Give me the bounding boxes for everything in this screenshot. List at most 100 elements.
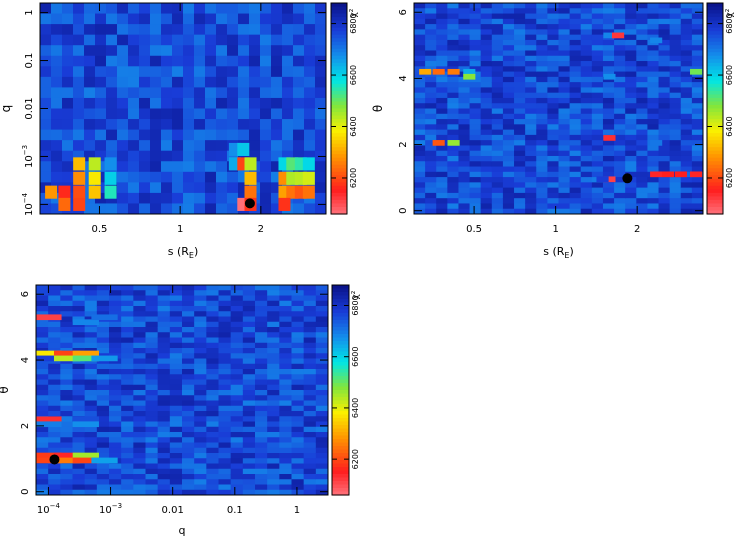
background-cell	[206, 311, 220, 318]
background-cell	[291, 400, 305, 407]
background-cell	[72, 479, 86, 486]
background-cell	[680, 203, 693, 210]
background-cell	[536, 119, 548, 125]
background-cell	[182, 311, 195, 318]
background-cell	[230, 353, 244, 360]
background-cell	[569, 161, 582, 168]
colorbar-segment	[707, 59, 723, 64]
background-cell	[558, 71, 571, 78]
background-cell	[636, 145, 649, 152]
background-cell	[121, 321, 134, 328]
background-cell	[279, 327, 293, 333]
background-cell	[580, 61, 593, 67]
background-cell	[469, 39, 482, 46]
background-cell	[691, 82, 703, 88]
background-cell	[121, 484, 134, 491]
background-cell	[447, 108, 460, 115]
background-cell	[525, 13, 537, 20]
background-cell	[580, 87, 593, 94]
background-cell	[227, 13, 239, 25]
background-cell	[133, 453, 147, 459]
heatmap-cell	[36, 355, 62, 362]
background-cell	[414, 8, 426, 15]
background-cell	[194, 306, 207, 312]
background-cell	[304, 34, 316, 46]
background-cell	[267, 395, 280, 402]
background-cell	[255, 489, 268, 495]
background-cell	[133, 332, 147, 339]
colorbar-segment	[332, 316, 349, 321]
background-cell	[238, 119, 250, 131]
background-cell	[230, 363, 244, 370]
background-cell	[569, 45, 582, 52]
background-cell	[680, 24, 693, 30]
background-cell	[84, 306, 98, 312]
background-cell	[128, 87, 140, 99]
background-cell	[161, 129, 173, 141]
background-cell	[514, 87, 526, 94]
background-cell	[480, 108, 493, 115]
background-cell	[536, 13, 548, 20]
colorbar-segment	[707, 178, 723, 183]
background-cell	[62, 140, 74, 152]
background-cell	[242, 474, 256, 480]
background-cell	[514, 82, 526, 88]
background-cell	[536, 66, 548, 73]
background-cell	[480, 124, 493, 131]
background-cell	[303, 432, 317, 438]
background-cell	[647, 192, 660, 199]
background-cell	[205, 150, 217, 162]
background-cell	[636, 198, 649, 205]
background-cell	[194, 13, 206, 25]
colorbar-segment	[331, 3, 347, 8]
background-cell	[267, 447, 280, 454]
background-cell	[591, 103, 604, 110]
background-cell	[614, 13, 626, 20]
background-cell	[558, 150, 571, 157]
background-cell	[96, 358, 110, 365]
colorbar-segment	[332, 362, 349, 367]
background-cell	[436, 119, 448, 125]
colorbar-segment	[707, 101, 723, 106]
background-cell	[491, 161, 504, 168]
background-cell	[536, 61, 548, 67]
x-tick-label: 10−3	[99, 502, 122, 516]
background-cell	[436, 8, 448, 15]
background-cell	[447, 103, 460, 110]
background-cell	[106, 13, 118, 25]
background-cell	[255, 363, 268, 370]
background-cell	[194, 474, 207, 480]
colorbar-tick-label: 6600	[725, 65, 734, 85]
background-cell	[72, 447, 86, 454]
background-cell	[183, 66, 195, 78]
background-cell	[96, 384, 110, 391]
background-cell	[304, 76, 316, 88]
background-cell	[525, 108, 537, 115]
colorbar-segment	[707, 48, 723, 53]
background-cell	[206, 321, 220, 328]
heatmap-cell	[244, 185, 257, 199]
background-cell	[658, 208, 671, 214]
background-cell	[72, 390, 86, 396]
background-cell	[145, 327, 159, 333]
background-cell	[194, 442, 207, 449]
background-cell	[436, 166, 448, 173]
background-cell	[48, 332, 61, 339]
background-cell	[547, 161, 560, 168]
background-cell	[271, 45, 283, 57]
colorbar-segment	[331, 161, 347, 166]
colorbar-segment	[332, 365, 349, 370]
background-cell	[491, 45, 504, 52]
background-cell	[255, 437, 268, 444]
heatmap-cell	[603, 73, 616, 80]
background-cell	[157, 369, 171, 375]
background-cell	[183, 34, 195, 46]
background-cell	[669, 177, 682, 183]
background-cell	[121, 358, 134, 365]
background-cell	[183, 203, 195, 214]
background-cell	[669, 129, 682, 136]
colorbar-segment	[332, 288, 349, 293]
background-cell	[36, 426, 49, 433]
background-cell	[150, 13, 162, 25]
